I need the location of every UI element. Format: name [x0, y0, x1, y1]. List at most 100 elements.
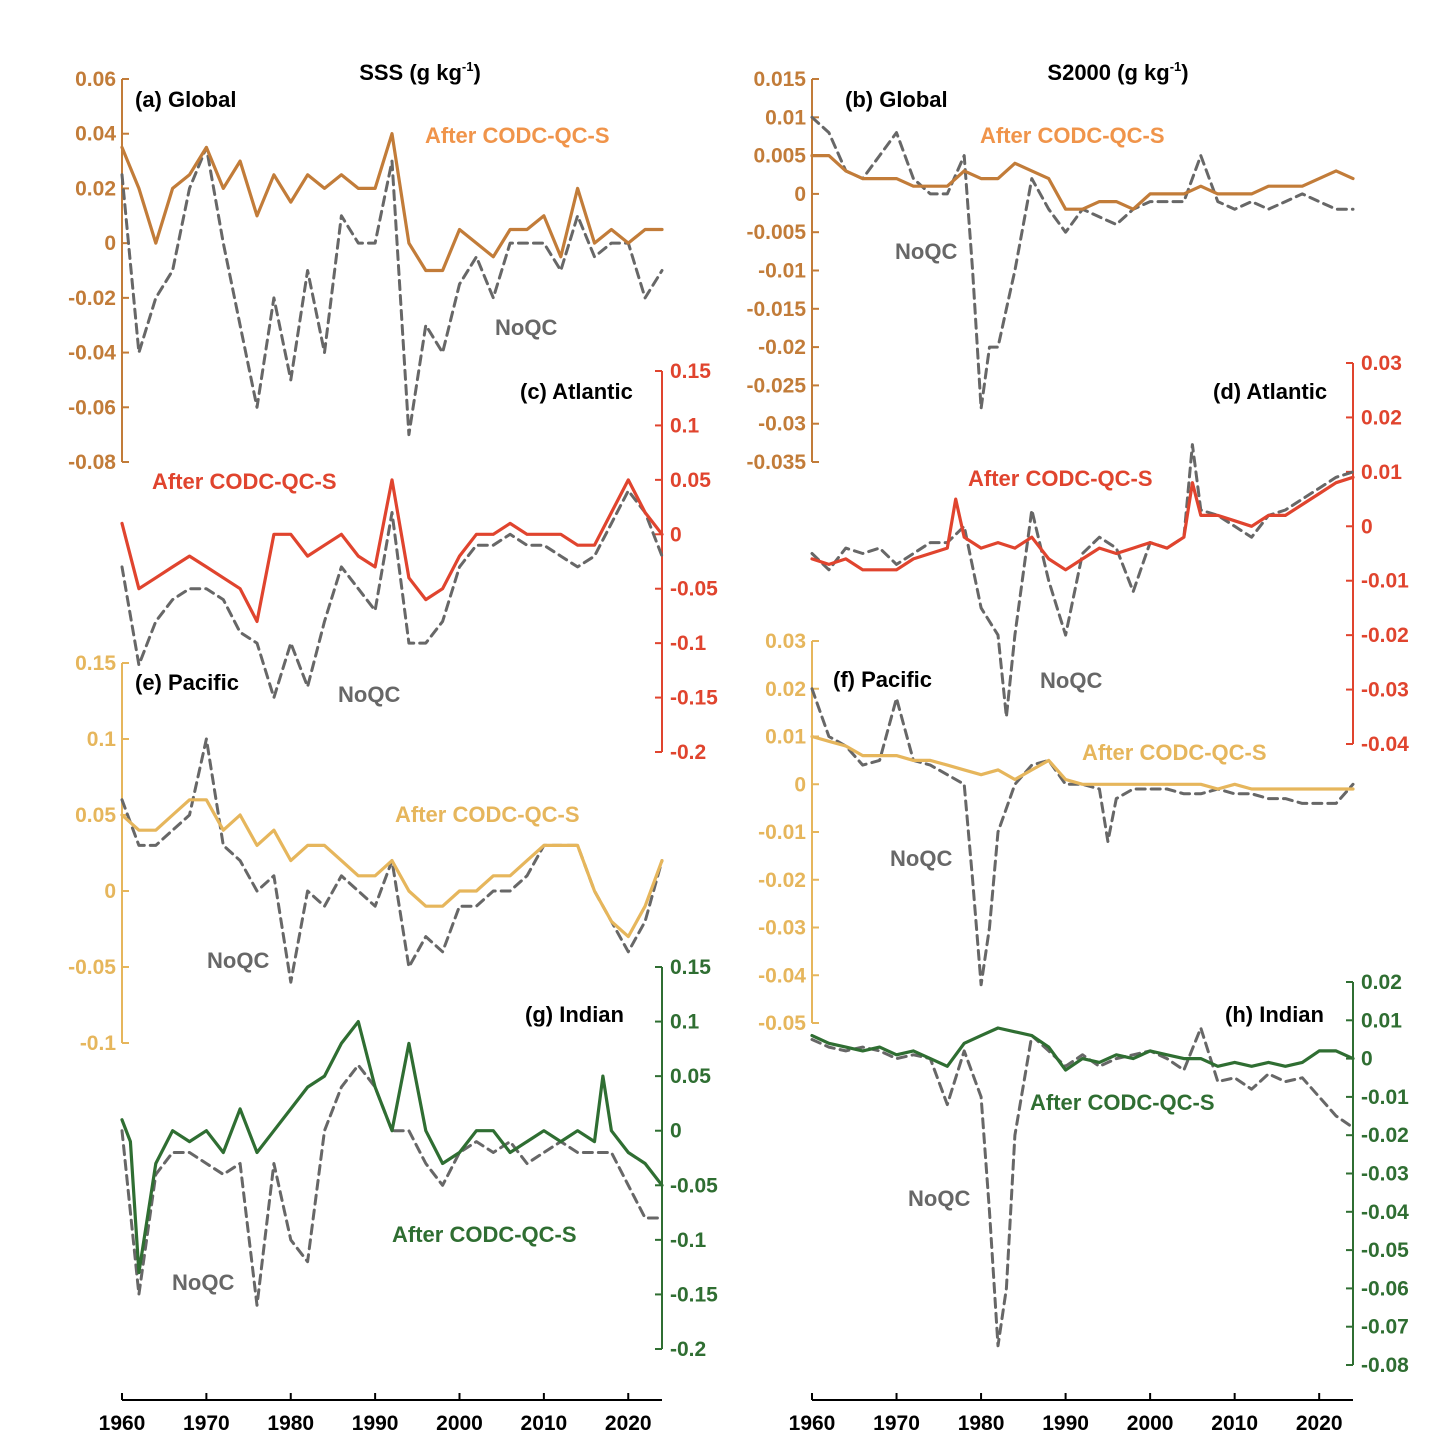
x-tick-label: 1980 — [267, 1412, 314, 1435]
panel-label: (g) Indian — [525, 1002, 624, 1027]
y-tick-label: 0.01 — [765, 726, 806, 749]
panel-4: 0.15 0.1 0.05 0 -0.05 -0.1 (e) Pacific After CO… — [68, 652, 664, 1055]
panel-1: 0.015 0.01 0.005 0 -0.005 -0.01 -0.015 -0.02 -0.… — [746, 68, 1355, 474]
y-tick-label: 0.02 — [1361, 406, 1402, 429]
y-tick-label: -0.02 — [758, 336, 806, 359]
noqc-series-line — [120, 489, 664, 700]
y-tick-label: -0.03 — [1361, 679, 1409, 702]
x-tick-label: 1980 — [958, 1412, 1005, 1435]
panel-label: (f) Pacific — [833, 667, 932, 692]
noqc-series-line — [810, 1026, 1355, 1348]
panel-label: (d) Atlantic — [1213, 379, 1327, 404]
y-tick-label: -0.015 — [746, 298, 806, 321]
y-tick-label: 0 — [1361, 1048, 1373, 1071]
y-tick-label: 0.1 — [670, 414, 700, 437]
y-tick-label: 0.04 — [75, 123, 116, 146]
panel-7: 0.02 0.01 0 -0.01 -0.02 -0.03 -0.04 -0.05 -0.06 -… — [810, 971, 1409, 1377]
qc-series-line — [810, 154, 1355, 211]
x-tick-label: 1970 — [873, 1412, 920, 1435]
x-tick-label: 1990 — [1042, 1412, 1089, 1435]
y-tick-label: -0.03 — [758, 413, 806, 436]
y-tick-label: -0.03 — [1361, 1163, 1409, 1186]
qc-series-line — [120, 132, 664, 273]
y-tick-label: -0.05 — [758, 1012, 806, 1035]
x-tick-label: 1960 — [789, 1412, 836, 1435]
y-tick-label: 0 — [670, 1120, 682, 1143]
y-tick-label: 0 — [794, 183, 806, 206]
x-tick-label: 2020 — [605, 1412, 652, 1435]
y-tick-label: -0.01 — [1361, 570, 1409, 593]
noqc-series-line — [120, 145, 664, 437]
panel-2: 0.15 0.1 0.05 0 -0.05 -0.1 -0.15 -0.2 (c) Atlant… — [120, 360, 718, 764]
qc-series-label: After CODC-QC-S — [1082, 740, 1267, 765]
x-tick-label: 2010 — [1211, 1412, 1258, 1435]
y-tick-label: -0.07 — [1361, 1316, 1409, 1339]
y-tick-label: -0.02 — [758, 869, 806, 892]
y-tick-label: -0.005 — [746, 221, 806, 244]
y-tick-label: -0.04 — [758, 964, 806, 987]
y-tick-label: 0.15 — [670, 956, 711, 979]
y-tick-label: 0.15 — [75, 652, 116, 675]
noqc-series-label: NoQC — [495, 315, 557, 340]
y-tick-label: 0.05 — [670, 469, 711, 492]
y-tick-label: 0.03 — [1361, 352, 1402, 375]
y-tick-label: 0.02 — [75, 177, 116, 200]
y-tick-label: -0.1 — [670, 632, 707, 655]
noqc-series-label: NoQC — [895, 239, 957, 264]
x-tick-label: 2000 — [436, 1412, 483, 1435]
right-column-title: S2000 (g kg-1) — [1047, 59, 1188, 85]
y-tick-label: 0.15 — [670, 360, 711, 383]
y-tick-label: -0.01 — [758, 260, 806, 283]
qc-series-line — [810, 1026, 1355, 1072]
noqc-series-label: NoQC — [338, 682, 400, 707]
y-tick-label: -0.05 — [68, 956, 116, 979]
panel-label: (b) Global — [845, 87, 948, 112]
qc-series-line — [810, 475, 1355, 572]
y-tick-label: -0.02 — [1361, 1124, 1409, 1147]
y-tick-label: -0.03 — [758, 917, 806, 940]
noqc-series-label: NoQC — [1040, 668, 1102, 693]
panel-label: (e) Pacific — [135, 670, 239, 695]
noqc-series-line — [120, 1063, 664, 1307]
panel-label: (c) Atlantic — [520, 379, 633, 404]
panel-0: 0.06 0.04 0.02 0 -0.02 -0.04 -0.06 -0.08 (a) Glo… — [68, 68, 664, 474]
y-tick-label: -0.02 — [68, 287, 116, 310]
noqc-series-label: NoQC — [908, 1186, 970, 1211]
panel-label: (h) Indian — [1225, 1002, 1324, 1027]
y-tick-label: 0 — [104, 880, 116, 903]
y-tick-label: 0.05 — [670, 1065, 711, 1088]
noqc-series-line — [810, 687, 1355, 987]
qc-series-line — [120, 798, 664, 939]
y-tick-label: 0.02 — [765, 678, 806, 701]
y-tick-label: -0.05 — [670, 578, 718, 601]
y-tick-label: -0.02 — [1361, 624, 1409, 647]
y-tick-label: -0.05 — [670, 1174, 718, 1197]
panel-3: 0.03 0.02 0.01 0 -0.01 -0.02 -0.03 -0.04 (d) Atl… — [810, 352, 1409, 756]
y-tick-label: 0.01 — [765, 106, 806, 129]
y-tick-label: -0.04 — [1361, 733, 1409, 756]
x-tick-label: 1960 — [99, 1412, 146, 1435]
y-tick-label: -0.15 — [670, 687, 718, 710]
y-tick-label: -0.04 — [1361, 1201, 1409, 1224]
y-tick-label: -0.06 — [68, 396, 116, 419]
x-tick-label: 2020 — [1296, 1412, 1343, 1435]
y-tick-label: -0.1 — [670, 1229, 707, 1252]
qc-series-line — [120, 478, 664, 623]
y-tick-label: -0.025 — [746, 374, 806, 397]
panel-6: 0.15 0.1 0.05 0 -0.05 -0.1 -0.15 -0.2 (g) Indian… — [120, 956, 718, 1361]
x-tick-label: 2010 — [521, 1412, 568, 1435]
y-tick-label: -0.04 — [68, 342, 116, 365]
y-tick-label: -0.05 — [1361, 1239, 1409, 1262]
noqc-series-line — [810, 115, 1355, 410]
y-tick-label: 0.1 — [87, 728, 117, 751]
noqc-series-line — [810, 443, 1355, 719]
y-tick-label: 0 — [1361, 515, 1373, 538]
qc-series-label: After CODC-QC-S — [1030, 1090, 1215, 1115]
y-tick-label: -0.08 — [1361, 1354, 1409, 1377]
y-tick-label: 0.005 — [753, 145, 806, 168]
y-tick-label: 0.06 — [75, 68, 116, 91]
x-tick-label: 1970 — [183, 1412, 230, 1435]
x-tick-label: 1990 — [352, 1412, 399, 1435]
qc-series-label: After CODC-QC-S — [392, 1222, 577, 1247]
